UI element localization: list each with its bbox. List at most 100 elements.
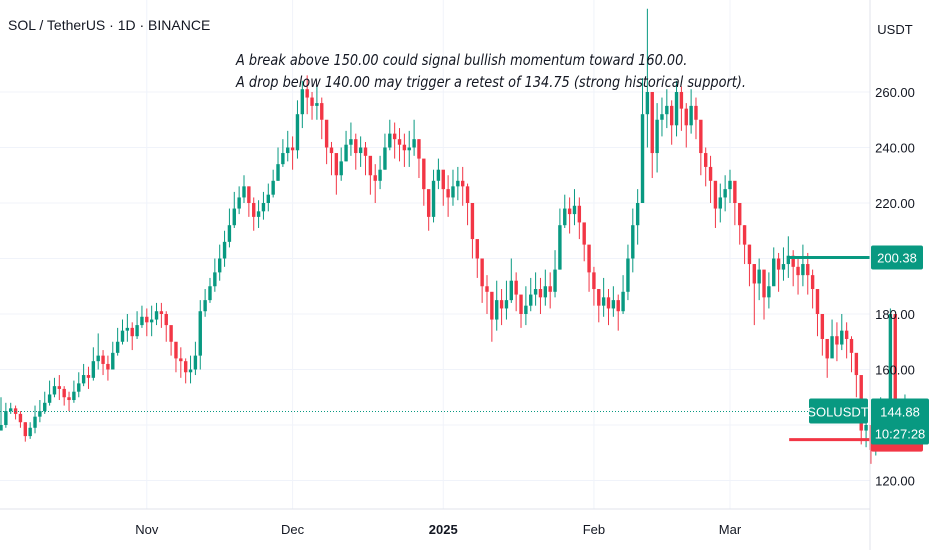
- candle: [747, 244, 752, 287]
- candle: [529, 277, 533, 312]
- candle: [684, 103, 688, 148]
- candle: [329, 141, 334, 176]
- candle: [72, 380, 76, 403]
- candle: [422, 158, 426, 206]
- candle: [465, 183, 470, 226]
- candle: [679, 86, 684, 131]
- candle: [286, 130, 290, 162]
- candle: [417, 139, 421, 179]
- candle: [713, 180, 718, 228]
- candle: [772, 247, 776, 287]
- candle: [276, 147, 280, 181]
- candle: [485, 275, 489, 314]
- candle: [378, 155, 382, 190]
- candle: [130, 322, 134, 351]
- candle: [704, 147, 708, 187]
- candle: [193, 341, 198, 376]
- candle: [655, 103, 659, 173]
- candle: [606, 289, 611, 326]
- candle: [208, 277, 212, 303]
- candle: [830, 319, 834, 359]
- candle: [577, 197, 582, 240]
- candle: [519, 294, 523, 328]
- candle: [183, 358, 188, 384]
- candle: [300, 80, 305, 129]
- candle: [548, 272, 552, 309]
- candle: [767, 272, 771, 309]
- time-axis[interactable]: Nov Dec 2025 Feb Mar: [135, 522, 742, 537]
- time-tick-label: Feb: [583, 522, 605, 537]
- candle: [383, 133, 387, 170]
- candle: [213, 258, 217, 292]
- candle: [524, 286, 528, 326]
- candle: [261, 191, 266, 220]
- time-tick-label: Nov: [135, 522, 159, 537]
- candle: [446, 175, 450, 217]
- candle: [96, 333, 100, 370]
- candle: [587, 244, 591, 292]
- candle: [222, 230, 227, 267]
- candle: [728, 169, 732, 203]
- candle: [120, 319, 125, 345]
- time-tick-label: 2025: [429, 522, 458, 537]
- candle: [43, 391, 47, 414]
- candle: [825, 338, 829, 378]
- candle: [645, 8, 650, 148]
- candle: [650, 92, 654, 179]
- price-tick-label: 220.00: [875, 196, 915, 211]
- svg-text:SOLUSDT: SOLUSDT: [807, 404, 868, 419]
- candle: [164, 311, 168, 342]
- candle: [533, 272, 538, 306]
- annotation-line-2: A drop below 140.00 may trigger a retest…: [236, 73, 746, 91]
- candle: [33, 405, 37, 434]
- candle: [665, 89, 669, 129]
- candle: [660, 97, 664, 137]
- candle: [266, 183, 270, 212]
- last-price-tag: 144.88 10:27:28: [871, 398, 929, 445]
- candle: [232, 191, 236, 228]
- candle: [23, 422, 27, 442]
- candle: [354, 133, 358, 170]
- candle: [388, 119, 392, 151]
- candle: [752, 264, 756, 326]
- candle: [295, 100, 300, 159]
- candle: [499, 289, 504, 326]
- candle: [674, 80, 679, 137]
- candle: [490, 291, 494, 342]
- candle: [242, 175, 246, 203]
- candle: [844, 322, 849, 359]
- symbol-title[interactable]: SOL / TetherUS · 1D · BINANCE: [8, 17, 211, 33]
- candle: [227, 208, 232, 248]
- candle: [81, 363, 86, 387]
- price-tick-label: 260.00: [875, 85, 915, 100]
- candle: [461, 166, 465, 206]
- candle: [504, 280, 509, 320]
- candle: [339, 147, 343, 181]
- candle: [786, 236, 791, 278]
- candle: [631, 208, 635, 273]
- candle: [368, 155, 373, 195]
- candle: [621, 275, 625, 314]
- candle: [198, 300, 202, 370]
- candle: [145, 308, 149, 337]
- candle: [188, 355, 193, 384]
- candle: [699, 119, 703, 176]
- candle: [271, 169, 275, 198]
- candle: [412, 119, 416, 156]
- candle: [495, 280, 499, 331]
- price-tick-label: 120.00: [875, 474, 915, 489]
- price-tick-label: 180.00: [875, 307, 915, 322]
- time-tick-label: Mar: [719, 522, 742, 537]
- candle: [344, 130, 348, 162]
- candle: [106, 355, 110, 381]
- candle: [349, 122, 353, 156]
- candle: [28, 422, 32, 439]
- candle: [324, 119, 329, 165]
- currency-label[interactable]: USDT: [877, 22, 912, 37]
- candle: [757, 258, 761, 301]
- candle: [480, 258, 484, 303]
- candle: [9, 402, 13, 414]
- candle: [543, 269, 548, 306]
- symbol-tag: SOLUSDT: [807, 398, 869, 424]
